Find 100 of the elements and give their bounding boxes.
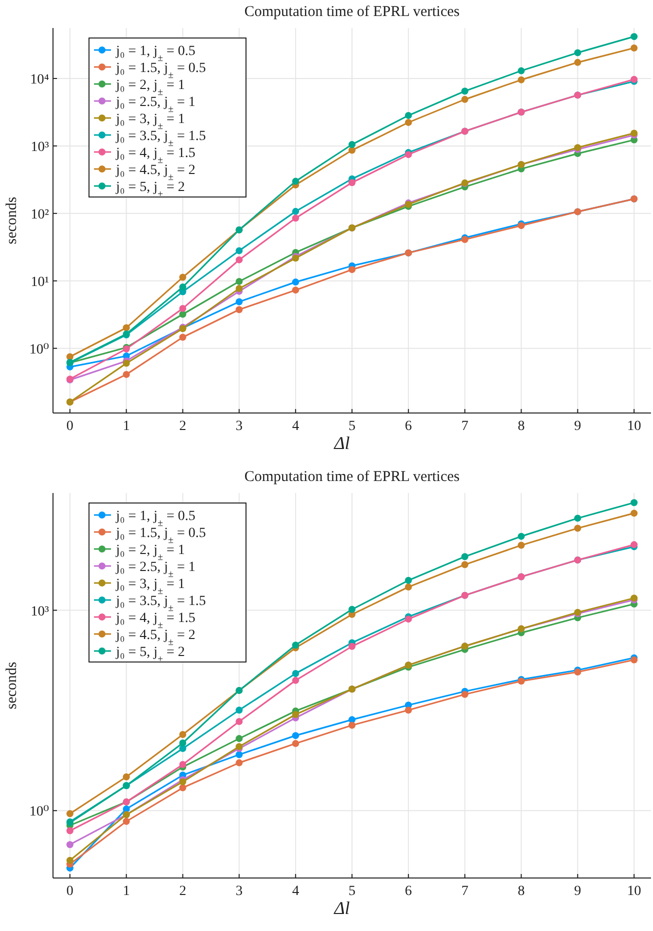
point [348,141,356,148]
x-tick-label: 4 [292,419,300,434]
point [404,112,412,119]
point [66,827,74,834]
point [348,642,356,650]
point [236,256,243,264]
point [348,179,356,186]
point [179,761,186,768]
point [66,810,74,818]
x-tick-label: 2 [179,419,186,434]
point [236,759,243,766]
point [292,278,300,286]
y-tick-label: 10³ [30,604,49,620]
x-tick-label: 7 [461,419,468,434]
point [348,606,356,613]
legend-label: j₀ = 2, j$_{±}$ = 1 [115,543,185,562]
point [236,278,243,285]
y-tick-label: 10⁰ [29,342,50,358]
x-tick-label: 1 [122,419,130,434]
point [236,751,243,758]
legend-label: j₀ = 2.5, j$_{±}$ = 1 [115,95,196,114]
point [122,370,130,378]
legend-label: j₀ = 3, j$_{±}$ = 1 [115,577,185,596]
legend-label: j₀ = 4.5, j$_{±}$ = 2 [115,163,196,182]
x-axis-title: Δl [333,433,350,453]
point [236,306,243,314]
legend-label: j₀ = 4, j$_{±}$ = 1.5 [115,146,196,166]
point [236,706,243,714]
point [66,856,74,864]
chart-title: Computation time of EPRL vertices [244,469,460,485]
point [348,716,356,724]
legend-label: j₀ = 4.5, j$_{±}$ = 2 [115,628,196,648]
x-tick-label: 1 [122,884,130,899]
legend-label: j₀ = 2, j$_{±}$ = 1 [115,78,185,98]
legend-label: j₀ = 1.5, j$_{±}$ = 0.5 [115,61,206,80]
y-tick-label: 10¹ [30,274,49,290]
point [518,532,525,540]
point [236,298,243,306]
x-tick-label: 6 [404,884,412,899]
legend-label: j₀ = 1.5, j$_{±}$ = 0.5 [115,526,206,546]
x-tick-label: 5 [348,884,356,899]
x-tick-label: 7 [461,884,468,899]
x-tick-label: 8 [518,884,525,899]
point [292,642,300,649]
x-tick-label: 5 [348,419,356,434]
point [236,247,243,254]
x-tick-label: 4 [292,884,300,899]
legend-label: j₀ = 1, j$_{±}$ = 0.5 [115,509,196,528]
point [236,285,243,292]
point [348,146,356,154]
point [404,576,412,584]
point [122,324,130,332]
legend-label: j₀ = 3, j$_{±}$ = 1 [115,112,185,132]
x-tick-label: 8 [518,419,525,434]
chart-title: Computation time of EPRL vertices [244,4,460,20]
point [66,841,74,848]
point [518,76,525,84]
point [292,178,300,185]
x-tick-label: 2 [179,884,186,899]
point [292,670,300,678]
point [574,49,582,56]
point [292,286,300,294]
point [461,553,468,560]
point [630,510,638,517]
point [630,33,638,40]
point [461,561,468,568]
point [404,616,412,623]
point [574,514,582,522]
point [292,676,300,684]
point [348,266,356,274]
point [179,284,186,291]
point [630,44,638,52]
point [404,118,412,126]
legend-label: j₀ = 2.5, j$_{±}$ = 1 [115,560,196,580]
point [518,542,525,549]
x-tick-label: 9 [574,884,582,899]
point [179,784,186,792]
x-tick-label: 3 [236,419,243,434]
legend-label: j₀ = 1, j$_{±}$ = 0.5 [115,44,196,64]
point [518,67,525,74]
x-axis-title: Δl [333,898,350,918]
point [179,334,186,341]
point [179,731,186,738]
x-tick-label: 3 [236,884,243,899]
point [574,524,582,532]
x-tick-label: 6 [404,419,412,434]
y-tick-label: 10⁰ [29,804,50,820]
x-tick-label: 9 [574,419,582,434]
point [404,706,412,714]
y-axis-title: seconds [4,196,20,244]
y-tick-label: 10⁴ [30,72,50,88]
x-tick-label: 10 [627,419,642,434]
point [461,96,468,103]
point [122,818,130,825]
point [179,739,186,746]
point [404,584,412,591]
x-tick-label: 0 [66,419,74,434]
y-tick-label: 10² [30,207,49,222]
point [630,499,638,506]
point [292,732,300,740]
